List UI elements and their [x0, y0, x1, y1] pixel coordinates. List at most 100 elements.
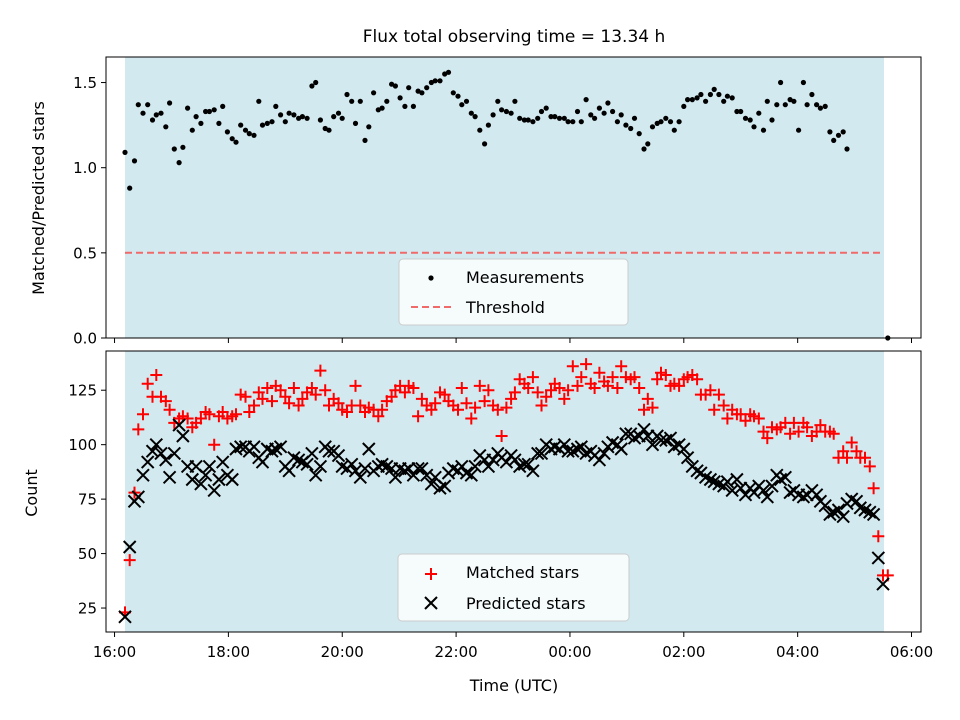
y-tick-label: 100	[68, 436, 97, 454]
data-point	[397, 95, 403, 101]
data-point	[490, 112, 496, 118]
data-point	[331, 114, 337, 120]
matched-point	[256, 392, 269, 405]
data-point	[224, 129, 230, 135]
matched-point	[827, 427, 840, 440]
legend-predicted-marker	[424, 596, 438, 610]
data-point	[309, 83, 315, 89]
predicted-point	[353, 470, 368, 485]
data-point	[685, 97, 691, 103]
data-point	[508, 110, 514, 116]
matched-point	[141, 377, 154, 390]
matched-point	[837, 445, 850, 458]
matched-point	[452, 403, 464, 416]
data-point	[445, 69, 452, 75]
y-tick-label: 1.0	[73, 159, 97, 177]
matched-point	[319, 384, 332, 397]
matched-point	[163, 403, 176, 416]
predicted-point	[202, 459, 217, 474]
matched-point	[132, 423, 145, 436]
matched-point	[588, 382, 601, 394]
data-point	[339, 115, 345, 121]
matched-point	[500, 401, 513, 414]
data-point	[570, 119, 576, 125]
data-point	[742, 115, 749, 121]
matched-point	[659, 369, 672, 381]
predicted-point	[322, 444, 336, 458]
predicted-point	[122, 540, 137, 554]
matched-point	[761, 432, 774, 445]
matched-point	[137, 408, 149, 421]
flux-ratio-panel: 0.0 0.5 1.0 1.5 Matched/Predicted stars Mea…	[29, 56, 922, 348]
matched-point	[526, 371, 539, 384]
matched-point	[372, 410, 385, 423]
data-point	[769, 117, 775, 123]
predicted-point	[313, 459, 328, 474]
data-point	[521, 117, 528, 123]
matched-point	[279, 390, 292, 403]
matched-point	[407, 382, 420, 394]
matched-point	[203, 408, 216, 421]
matched-point	[545, 384, 557, 397]
matched-point	[850, 445, 863, 458]
legend-top: Measurements Threshold	[398, 258, 629, 326]
matched-point	[814, 419, 827, 432]
matched-point	[385, 390, 398, 403]
predicted-point	[194, 477, 208, 491]
predicted-point	[198, 468, 213, 482]
data-point	[495, 98, 501, 104]
count-x-ticks: 16:00 18:00 20:00 22:00 00:00 02:00 04:00 06:00	[93, 632, 933, 661]
data-point	[623, 122, 629, 128]
matched-point	[230, 408, 242, 421]
predicted-point	[733, 481, 748, 495]
predicted-point	[406, 468, 421, 482]
data-point	[282, 119, 288, 125]
predicted-point	[831, 503, 846, 517]
matched-point	[628, 371, 641, 384]
chart-title: Flux total observing time = 13.34 h	[363, 27, 666, 47]
predicted-point	[836, 509, 850, 524]
data-point	[419, 90, 425, 96]
predicted-point	[614, 442, 628, 456]
matched-point	[398, 386, 411, 399]
predicted-point	[424, 477, 439, 491]
legend-predicted-label: Predicted stars	[466, 594, 586, 613]
matched-point	[354, 399, 367, 412]
data-point	[145, 102, 151, 108]
data-point	[844, 146, 850, 152]
data-point	[649, 124, 656, 130]
matched-point	[248, 399, 260, 412]
x-tick-label: 20:00	[321, 643, 364, 661]
data-point	[747, 117, 753, 123]
data-point	[455, 93, 461, 99]
data-point	[468, 110, 474, 116]
data-point	[588, 112, 594, 118]
predicted-point	[282, 464, 296, 478]
data-point	[379, 105, 385, 111]
matched-point	[615, 360, 628, 373]
data-point	[796, 127, 802, 133]
data-point	[641, 146, 647, 152]
predicted-point	[131, 490, 146, 504]
matched-point	[341, 406, 353, 418]
predicted-point	[765, 479, 779, 493]
data-point	[694, 95, 700, 101]
data-point	[459, 102, 465, 108]
predicted-point	[247, 440, 261, 454]
data-point	[774, 102, 780, 108]
data-point	[517, 115, 523, 121]
matched-point	[415, 392, 428, 405]
predicted-point	[645, 437, 660, 452]
matched-point	[562, 384, 575, 397]
matched-point	[646, 401, 659, 414]
matched-point	[651, 373, 664, 386]
data-point	[304, 115, 310, 121]
data-point	[362, 137, 368, 143]
data-point	[525, 117, 531, 123]
data-point	[729, 95, 735, 101]
matched-point	[208, 438, 221, 451]
data-point	[530, 119, 536, 125]
data-point	[326, 127, 332, 133]
data-point	[176, 160, 182, 166]
matched-point	[261, 382, 274, 394]
